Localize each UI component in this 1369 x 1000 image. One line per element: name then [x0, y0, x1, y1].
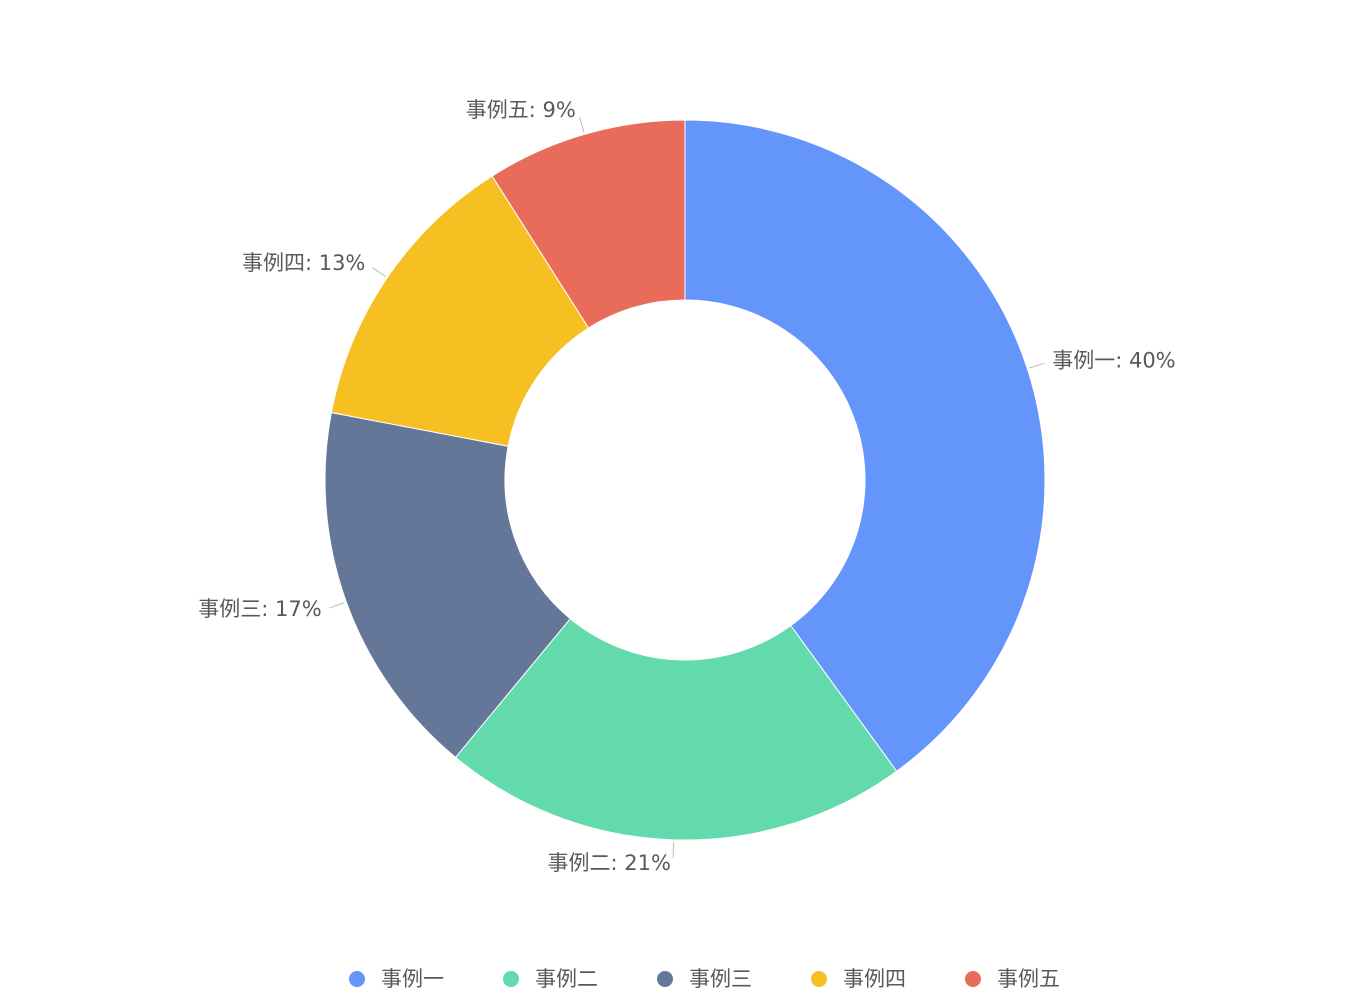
leader-line — [1029, 362, 1045, 369]
data-label: 事例三: 17% — [198, 597, 321, 621]
data-label: 事例五: 9% — [466, 98, 576, 122]
legend-marker — [503, 971, 519, 987]
legend-marker — [349, 971, 365, 987]
leader-line — [672, 841, 675, 858]
data-label: 事例一: 40% — [1052, 348, 1175, 372]
leader-line — [329, 602, 345, 609]
legend-label: 事例三 — [689, 967, 752, 991]
legend-label: 事例一 — [381, 967, 444, 991]
leader-line — [372, 267, 386, 277]
leader-line — [579, 116, 585, 133]
legend-marker — [811, 971, 827, 987]
donut-slice — [491, 119, 686, 329]
data-label: 事例四: 13% — [242, 251, 365, 275]
legend-label: 事例四 — [843, 967, 906, 991]
legend-label: 事例二 — [535, 967, 598, 991]
donut-slice — [330, 175, 590, 447]
data-label: 事例二: 21% — [548, 851, 671, 875]
donut-slice — [324, 411, 571, 759]
legend-label: 事例五 — [997, 967, 1060, 991]
legend-marker — [965, 971, 981, 987]
donut-slice — [454, 617, 898, 841]
donut-slice — [684, 119, 1046, 772]
legend-marker — [657, 971, 673, 987]
